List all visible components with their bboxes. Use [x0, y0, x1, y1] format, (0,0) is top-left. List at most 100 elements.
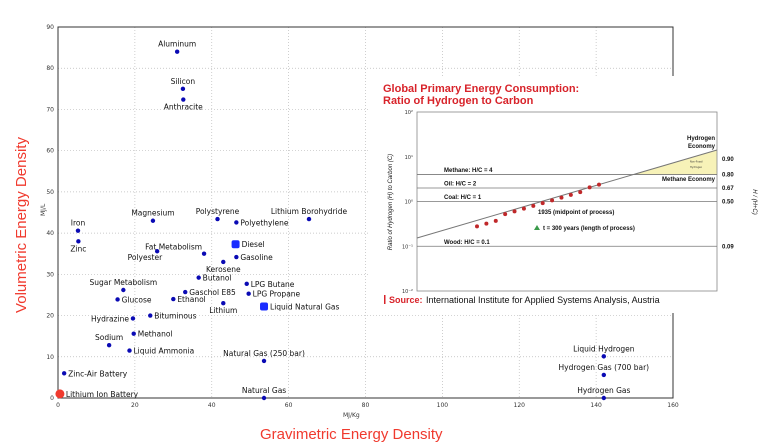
data-point-label: Hydrogen Gas (700 bar) — [559, 363, 650, 372]
data-point-label: Gasoline — [240, 253, 273, 262]
data-point — [306, 216, 312, 222]
data-point — [131, 331, 136, 336]
inset-y-tick: 10⁻² — [402, 289, 413, 295]
data-point — [174, 49, 180, 54]
data-point-label: Methanol — [138, 330, 173, 339]
data-point-label: Silicon — [171, 77, 196, 86]
source-bar — [384, 295, 386, 304]
y-tick-label: 40 — [46, 230, 54, 237]
data-point-label: Butanol — [203, 274, 232, 283]
source-label: Source: — [389, 295, 423, 305]
data-point — [130, 316, 136, 321]
source-text: International Institute for Applied Syst… — [426, 295, 660, 305]
data-point-label: Polyester — [128, 253, 163, 262]
data-point — [181, 97, 186, 102]
x-tick-label: 160 — [667, 402, 679, 409]
x-tick-label: 140 — [590, 402, 602, 409]
data-point — [171, 296, 176, 302]
x-tick-label: 100 — [437, 402, 449, 409]
hydrogen-economy-2: Economy — [688, 144, 716, 150]
data-point — [260, 302, 269, 311]
data-point-label: Sugar Metabolism — [89, 278, 157, 287]
y-tick-label: 70 — [46, 106, 54, 113]
data-point-label: Iron — [71, 219, 86, 228]
data-point — [221, 300, 226, 306]
data-point-label: LPG Butane — [251, 280, 295, 289]
data-point-label: Aluminum — [158, 40, 196, 49]
data-point-label: Lithium — [209, 306, 237, 315]
level-label: Oil: H/C = 2 — [444, 182, 477, 188]
data-point — [183, 289, 188, 295]
inset-dot — [540, 201, 545, 206]
data-point — [106, 343, 112, 348]
y-tick-label: 10 — [46, 354, 54, 361]
inset-y-label-right: H / (H+C) — [751, 189, 757, 215]
inset-y-label: Ratio of Hydrogen (H) to Carbon (C) — [388, 154, 394, 250]
data-point — [115, 297, 120, 302]
non-fossil-2: Hydrogen — [690, 165, 703, 169]
trend-line — [416, 149, 718, 239]
data-point — [201, 251, 207, 256]
data-point — [150, 218, 156, 223]
inset-dot — [493, 218, 498, 223]
data-point — [246, 291, 251, 296]
data-point — [76, 239, 81, 244]
y-unit: MJ/L — [40, 203, 47, 216]
hydrogen-economy-1: Hydrogen — [687, 136, 715, 142]
inset-y-tick: 10⁰ — [405, 200, 413, 206]
x-axis-label: Gravimetric Energy Density — [260, 426, 443, 443]
data-point-label: Hydrogen Gas — [577, 386, 630, 395]
triangle-icon — [534, 225, 540, 230]
data-point-label: Natural Gas (250 bar) — [223, 349, 305, 358]
y-tick-label: 60 — [46, 148, 54, 155]
data-point-label: Liquid Hydrogen — [573, 344, 635, 353]
inset-dot — [568, 192, 573, 197]
inset-dot — [512, 209, 517, 214]
y-tick-label: 30 — [46, 271, 54, 278]
data-point-label: Magnesium — [131, 209, 174, 218]
inset-y-tick: 10⁻¹ — [402, 244, 413, 250]
axis-ticks: 0 20 40 60 80 100 120 140 160 0 10 20 30 40 50 60 70 80 90 — [46, 24, 679, 409]
y-axis-label: Volumetric Energy Density — [13, 137, 30, 313]
data-point-label: Polystyrene — [196, 207, 240, 216]
inset-title-line2: Ratio of Hydrogen to Carbon — [383, 95, 534, 107]
data-point — [215, 216, 220, 222]
data-point-label: Bituminous — [154, 312, 196, 321]
data-point-label: Zinc — [70, 244, 86, 253]
inset-dot — [550, 198, 555, 203]
y-tick-label: 0 — [50, 395, 54, 402]
inset-dot — [578, 190, 583, 195]
inset-dot — [597, 182, 601, 187]
inset-title-line1: Global Primary Energy Consumption: — [383, 83, 579, 95]
data-point-label: Fat Metabolism — [145, 243, 202, 252]
methane-economy: Methane Economy — [662, 177, 716, 183]
data-point-label: Anthracite — [164, 103, 203, 112]
data-point — [180, 86, 186, 92]
data-point-label: Sodium — [95, 333, 123, 342]
inset-dot — [531, 203, 536, 208]
midpoint-note: 1935 (midpoint of process) — [538, 210, 614, 216]
y-tick-label: 20 — [46, 313, 54, 320]
data-point — [196, 275, 201, 280]
inset-ticks: 10² 10¹ 10⁰ 10⁻¹ 10⁻² — [402, 110, 413, 295]
right-tick: 0.50 — [722, 200, 734, 206]
level-label: Wood: H/C = 0.1 — [444, 240, 490, 246]
inset-y-tick: 10² — [405, 110, 413, 116]
data-point — [244, 281, 249, 287]
data-point-label: Lithium Ion Battery — [66, 390, 139, 399]
inset-levels: Methane: H/C = 4 0.80 Oil: H/C = 2 0.67 Coal… — [417, 168, 734, 250]
data-point-label: Liquid Ammonia — [133, 347, 194, 356]
data-point-label: Diesel — [242, 240, 265, 249]
x-tick-label: 60 — [285, 402, 293, 409]
data-point — [61, 371, 67, 376]
data-point — [601, 372, 607, 378]
data-point-label: Ethanol — [177, 295, 205, 304]
data-point — [601, 354, 607, 359]
inset-dot — [521, 206, 526, 211]
data-point — [154, 249, 160, 254]
data-point — [75, 228, 81, 233]
data-point — [261, 395, 267, 401]
data-point — [121, 287, 126, 293]
right-tick: 0.67 — [722, 186, 734, 192]
